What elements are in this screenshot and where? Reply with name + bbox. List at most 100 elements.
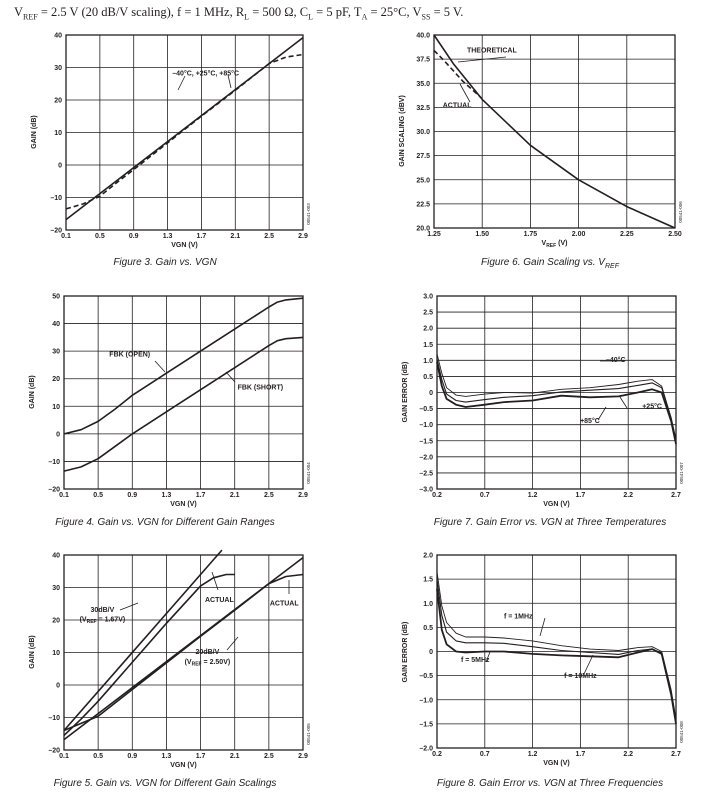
series-line-2 — [433, 49, 483, 100]
annotation-leader — [154, 360, 166, 373]
annotation-label: ACTUAL — [270, 600, 299, 607]
annotation-leader — [597, 406, 607, 421]
annotation-leader — [211, 571, 219, 591]
conditions-text: = 2.5 V (20 dB/V scaling), f = 1 MHz, R — [37, 5, 245, 19]
annotation-label: f = 1MHz — [504, 614, 533, 621]
x-tick-label: 1.3 — [162, 492, 172, 499]
y-tick-label: 50 — [52, 294, 60, 301]
y-tick-label: 10 — [52, 404, 60, 411]
series-line-1 — [63, 549, 223, 732]
conditions-text: = 500 Ω, C — [249, 5, 309, 19]
y-tick-label: 0.5 — [423, 625, 433, 632]
y-tick-label: –1.5 — [419, 721, 433, 728]
subscript: L — [244, 12, 250, 22]
y-tick-label: –1.0 — [419, 697, 433, 704]
x-tick-label: 2.1 — [230, 753, 240, 760]
figure-code: 00541-006 — [678, 201, 683, 223]
y-tick-label: 20 — [52, 376, 60, 383]
x-tick-label: 2.9 — [298, 753, 308, 760]
y-tick-label: –10 — [48, 715, 60, 722]
figure-code: 00541-007 — [679, 462, 684, 484]
y-axis-label: GAIN (dB) — [31, 115, 38, 148]
chart-fig7: 0.2 0.7 1.2 1.7 2.2 2.7 –3.0 –2.5 –2.0 –1.5 –1.0 –0… — [402, 294, 684, 509]
plot-frame — [436, 554, 677, 749]
y-tick-label: 30 — [52, 585, 60, 592]
series-line-3 — [436, 361, 677, 445]
x-tick-label: 1.3 — [163, 233, 173, 240]
x-tick-label: 0.5 — [95, 233, 105, 240]
plot-frame — [65, 34, 304, 231]
chart-fig4: 0.1 0.5 0.9 1.3 1.7 2.1 2.5 2.9 –20 –10 0 10 20 30 40 5… — [29, 294, 311, 509]
y-tick-label: 0 — [56, 683, 60, 690]
x-tick-label: 0.2 — [432, 751, 442, 758]
x-tick-label: 2.50 — [668, 231, 682, 238]
y-tick-label: 10 — [52, 650, 60, 657]
y-tick-label: 30 — [52, 349, 60, 356]
annotation-label: 30dB/V — [91, 607, 115, 614]
series-line-2 — [65, 53, 304, 210]
x-tick-label: 1.3 — [162, 753, 172, 760]
y-tick-label: 25.0 — [416, 177, 430, 184]
annotation-label: f = 5MHz — [461, 657, 490, 664]
y-tick-label: 3.0 — [423, 294, 433, 301]
x-axis-label: VGN (V) — [543, 760, 569, 767]
annotation-label: (VREF = 2.50V) — [185, 659, 231, 668]
x-tick-label: 0.5 — [93, 492, 103, 499]
annotation-label: (VREF = 1.67V) — [80, 617, 126, 626]
series-line-1 — [433, 34, 676, 229]
y-tick-label: 10 — [54, 130, 62, 137]
x-tick-label: 0.1 — [61, 233, 71, 240]
x-tick-label: 1.2 — [528, 751, 538, 758]
caption-fig6: Figure 6. Gain Scaling vs. VREF — [400, 257, 700, 270]
y-tick-label: 30.0 — [416, 129, 430, 136]
x-tick-label: 2.5 — [264, 492, 274, 499]
annotation-leader — [583, 654, 594, 675]
x-axis-label: VREF (V) — [542, 240, 568, 249]
annotation-label: FBK (SHORT) — [238, 385, 284, 392]
conditions-text: V — [14, 5, 24, 19]
x-tick-label: 0.5 — [93, 753, 103, 760]
y-tick-label: 32.5 — [416, 105, 430, 112]
y-tick-label: 30 — [54, 65, 62, 72]
y-tick-label: –3.0 — [419, 487, 433, 494]
annotation-leader — [539, 617, 546, 637]
annotation-label: +85°C — [580, 417, 600, 425]
y-tick-label: 20 — [54, 98, 62, 105]
x-tick-label: 1.7 — [576, 751, 586, 758]
annotation-label: FBK (OPEN) — [109, 352, 150, 359]
x-tick-label: 1.50 — [475, 231, 489, 238]
y-tick-label: 40 — [54, 33, 62, 40]
caption-fig8: Figure 8. Gain Error vs. VGN at Three Fr… — [436, 778, 664, 789]
y-axis-label: GAIN ERROR (dB) — [402, 622, 409, 683]
y-tick-label: 27.5 — [416, 153, 430, 160]
y-axis-label: GAIN (dB) — [29, 635, 36, 668]
series-line-1 — [436, 571, 677, 720]
plot-frame — [436, 295, 677, 490]
x-tick-label: 0.2 — [432, 492, 442, 499]
x-tick-label: 2.1 — [230, 233, 240, 240]
y-tick-label: 0 — [429, 390, 433, 397]
subscript: L — [308, 12, 314, 22]
annotation-label: 20dB/V — [196, 649, 220, 656]
annotation-label: THEORETICAL — [467, 47, 518, 54]
y-tick-label: –2.0 — [419, 454, 433, 461]
y-tick-label: 40 — [52, 553, 60, 560]
chart-fig6: 1.25 1.50 1.75 2.00 2.25 2.50 20.0 22.5 25.0 27.5… — [399, 33, 683, 250]
caption-fig6-text: Figure 6. Gain Scaling vs. VREF — [481, 257, 619, 270]
y-tick-label: 37.5 — [416, 57, 430, 64]
annotation-leader — [619, 396, 628, 409]
y-tick-label: 2.5 — [423, 310, 433, 317]
subscript: SS — [421, 12, 431, 22]
chart-fig3: 0.1 0.5 0.9 1.3 1.7 2.1 2.5 2.9 –20 –10 0 10 20 30 40 V… — [31, 33, 311, 250]
conditions-text: = 5 pF, T — [313, 5, 362, 19]
x-tick-label: 1.7 — [197, 233, 207, 240]
y-tick-label: –20 — [48, 748, 60, 755]
series-line-2 — [436, 358, 677, 441]
series-line-2 — [63, 336, 304, 472]
series-line-4 — [63, 573, 304, 732]
y-axis-label: GAIN ERROR (dB) — [402, 362, 409, 423]
x-tick-label: 0.1 — [59, 753, 69, 760]
x-tick-label: 2.00 — [572, 231, 586, 238]
series-line-3 — [436, 588, 677, 725]
chart-fig8: 0.2 0.7 1.2 1.7 2.2 2.7 –2.0 –1.5 –1.0 –0.5 0 0.5 1.… — [402, 553, 684, 768]
